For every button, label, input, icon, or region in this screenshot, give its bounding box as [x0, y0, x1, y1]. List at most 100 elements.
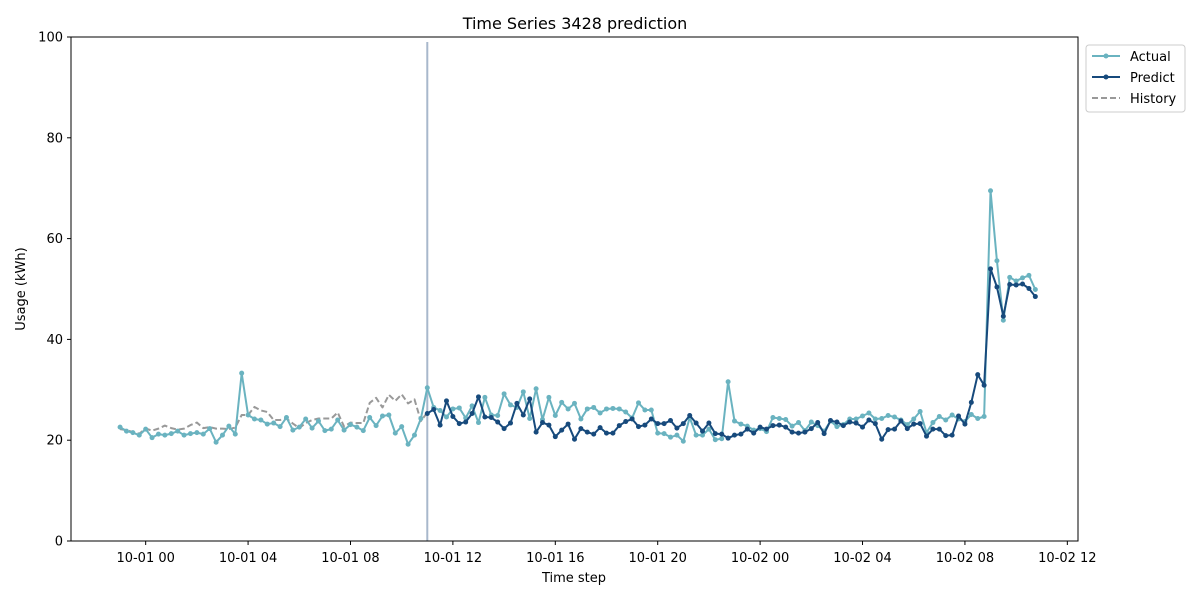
data-point-actual: [578, 416, 584, 422]
data-point-actual: [271, 420, 277, 426]
data-point-predict: [744, 426, 750, 432]
data-point-actual: [232, 431, 238, 437]
data-point-predict: [431, 406, 437, 412]
data-point-actual: [130, 430, 136, 436]
data-point-predict: [540, 420, 545, 426]
data-point-predict: [783, 424, 789, 430]
data-point-actual: [597, 410, 603, 416]
data-point-actual: [194, 430, 200, 436]
data-point-predict: [840, 423, 846, 429]
series-predict: [424, 266, 1038, 442]
series-actual: [117, 188, 1038, 447]
data-point-actual: [712, 437, 718, 443]
data-point-predict: [866, 417, 872, 423]
data-point-predict: [808, 426, 814, 432]
data-point-actual: [533, 386, 539, 392]
data-point-predict: [578, 426, 584, 432]
data-point-predict: [629, 416, 635, 422]
data-point-actual: [527, 416, 533, 422]
data-point-actual: [559, 399, 565, 405]
x-tick-label: 10-02 04: [833, 551, 891, 566]
data-point-predict: [975, 372, 981, 378]
data-point-predict: [879, 436, 885, 442]
data-point-actual: [418, 416, 424, 422]
data-point-actual: [636, 400, 641, 406]
data-point-predict: [488, 415, 494, 421]
x-tick-label: 10-02 08: [936, 551, 994, 566]
data-point-predict: [872, 421, 878, 427]
data-point-predict: [968, 399, 974, 405]
data-point-actual: [213, 439, 219, 445]
data-point-actual: [258, 417, 264, 423]
data-point-actual: [386, 412, 392, 418]
legend-label-history: History: [1130, 92, 1177, 107]
data-point-actual: [796, 420, 802, 426]
data-point-actual: [456, 405, 462, 411]
x-tick-label: 10-01 00: [116, 551, 174, 566]
data-point-predict: [962, 421, 968, 427]
data-point-actual: [661, 431, 667, 437]
legend: Actual Predict History: [1085, 44, 1186, 113]
data-point-predict: [892, 426, 898, 432]
data-point-actual: [143, 426, 149, 432]
data-point-predict: [789, 429, 795, 435]
data-point-predict: [501, 426, 507, 432]
data-point-predict: [655, 421, 661, 427]
data-point-predict: [456, 421, 462, 427]
legend-item-history: History: [1092, 92, 1177, 107]
data-point-actual: [290, 427, 296, 433]
data-point-predict: [994, 284, 1000, 290]
data-point-actual: [303, 416, 309, 422]
x-tick-label: 10-02 00: [731, 551, 789, 566]
data-point-actual: [738, 421, 744, 427]
data-point-predict: [527, 396, 533, 402]
data-point-predict: [642, 422, 648, 428]
data-point-predict: [508, 420, 513, 426]
data-point-predict: [1026, 286, 1032, 291]
data-point-actual: [341, 427, 347, 433]
legend-item-predict: Predict: [1092, 71, 1175, 86]
data-point-actual: [936, 414, 942, 420]
data-point-actual: [411, 432, 417, 438]
data-point-actual: [155, 431, 161, 437]
data-point-predict: [1007, 281, 1013, 287]
x-tick-label: 10-02 12: [1038, 551, 1096, 566]
data-point-predict: [860, 424, 866, 430]
data-point-predict: [725, 435, 731, 441]
data-point-actual: [853, 416, 859, 422]
data-point-actual: [219, 432, 225, 438]
data-point-predict: [757, 424, 763, 430]
data-point-actual: [981, 414, 987, 420]
data-point-predict: [648, 416, 654, 422]
data-point-actual: [776, 416, 782, 422]
data-point-predict: [469, 410, 475, 416]
data-point-actual: [162, 432, 168, 438]
x-axis-title: Time step: [541, 571, 606, 586]
data-point-predict: [770, 423, 776, 429]
data-point-predict: [949, 432, 955, 438]
data-point-predict: [821, 431, 827, 437]
legend-marker-predict: [1103, 74, 1109, 80]
chart-title: Time Series 3428 prediction: [462, 14, 688, 33]
data-point-predict: [732, 432, 738, 438]
data-point-actual: [860, 413, 866, 419]
data-point-actual: [911, 416, 917, 422]
data-point-actual: [988, 188, 994, 194]
data-point-predict: [738, 431, 744, 437]
data-point-actual: [732, 418, 738, 424]
legend-label-actual: Actual: [1130, 50, 1171, 65]
data-point-predict: [853, 420, 859, 426]
data-point-actual: [187, 431, 193, 437]
data-point-actual: [175, 428, 181, 434]
data-point-actual: [655, 430, 661, 436]
data-point-actual: [591, 404, 597, 410]
data-point-predict: [815, 420, 821, 426]
data-point-actual: [424, 385, 430, 391]
data-point-actual: [347, 422, 353, 428]
y-tick-label: 0: [55, 535, 63, 550]
data-point-actual: [892, 414, 898, 420]
y-tick-label: 80: [46, 131, 63, 146]
data-point-actual: [968, 412, 974, 417]
data-point-actual: [335, 417, 341, 423]
data-point-predict: [956, 413, 962, 419]
